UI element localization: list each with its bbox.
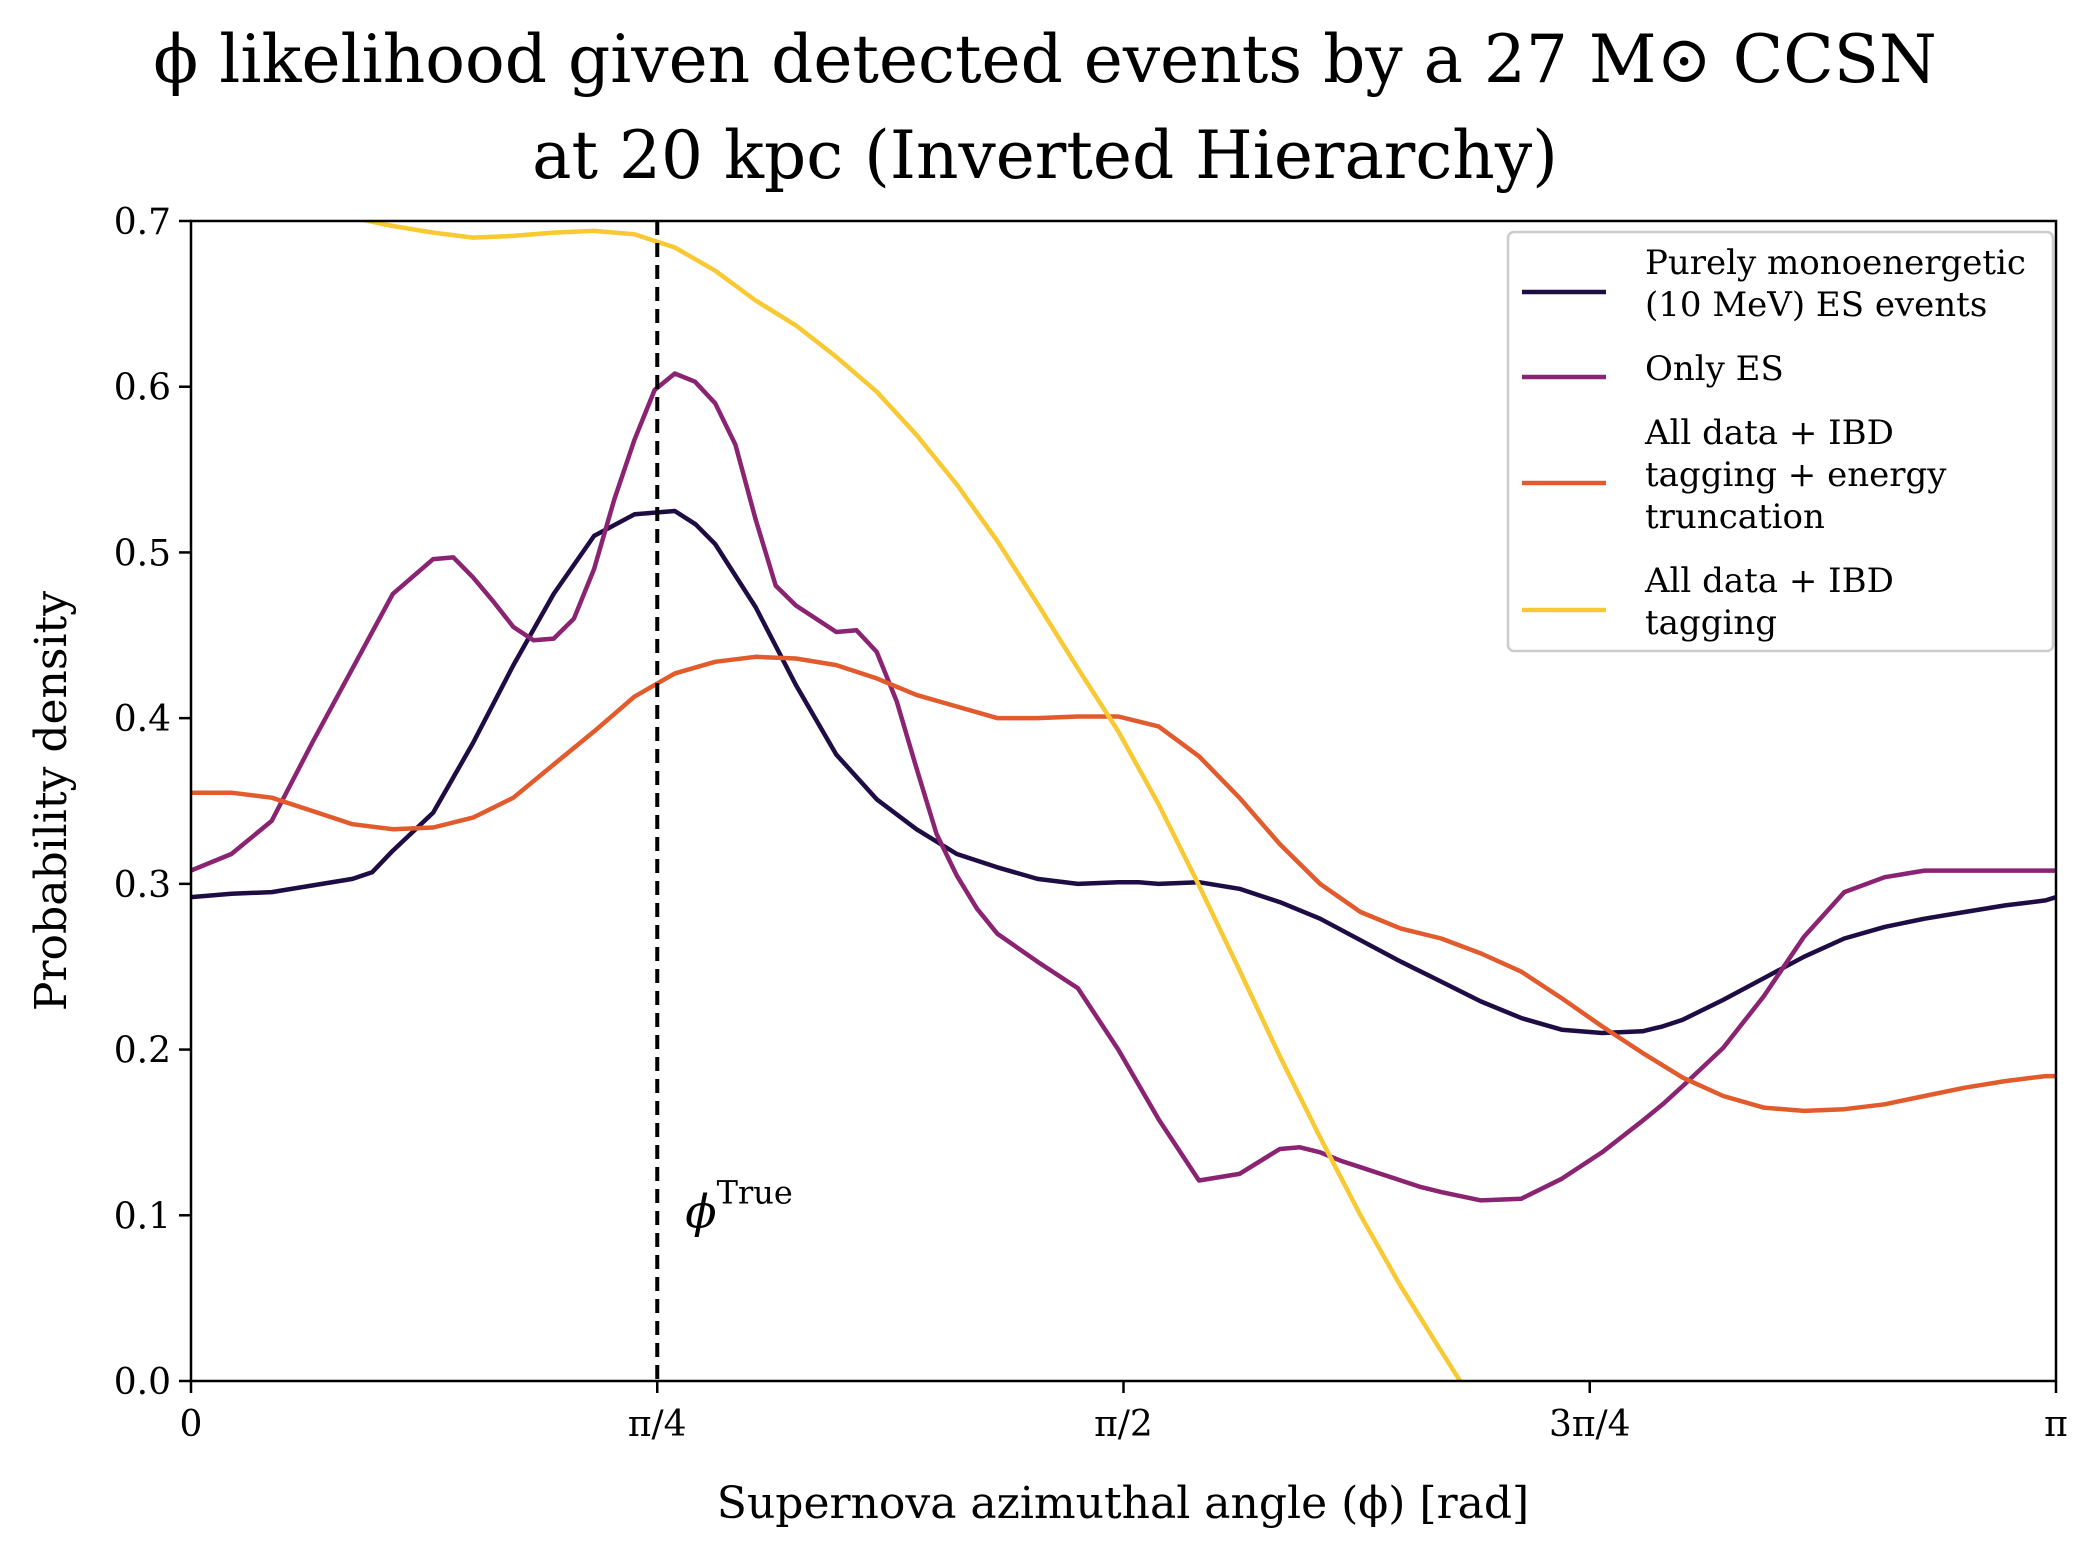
y-axis-label: Probability density	[26, 591, 77, 1011]
y-tick-label-4: 0.4	[114, 699, 171, 740]
legend-label-2-0: All data + IBD	[1644, 413, 1894, 453]
y-tick-label-5: 0.5	[114, 533, 171, 574]
y-tick-label-6: 0.6	[114, 368, 171, 409]
legend-label-3-0: All data + IBD	[1644, 561, 1894, 601]
annotation-symbol: ϕ	[685, 1184, 716, 1238]
y-tick-label-3: 0.3	[114, 865, 171, 906]
x-axis: 0 π/4 π/2 3π/4 π	[180, 1381, 2068, 1445]
y-tick-label-0: 0.0	[114, 1362, 171, 1403]
y-tick-label-1: 0.1	[114, 1196, 171, 1237]
chart-title-line-2: at 20 kpc (Inverted Hierarchy)	[532, 117, 1558, 194]
y-tick-label-2: 0.2	[114, 1031, 171, 1072]
series-line-1	[191, 371, 2056, 1203]
series-line-2	[191, 654, 2056, 1114]
true-phi-annotation: ϕTrue	[685, 1173, 793, 1238]
y-axis: 0.0 0.1 0.2 0.3 0.4 0.5 0.6 0.7	[114, 202, 191, 1403]
x-tick-label-4: π	[2044, 1404, 2068, 1445]
x-tick-label-2: π/2	[1094, 1404, 1153, 1445]
legend-label-3-1: tagging	[1645, 603, 1777, 643]
annotation-superscript: True	[717, 1173, 793, 1211]
legend-label-1-0: Only ES	[1645, 349, 1784, 389]
legend-label-2-1: tagging + energy	[1645, 455, 1947, 495]
y-tick-label-7: 0.7	[114, 202, 171, 243]
series-line-0	[191, 508, 2056, 1036]
legend-box	[1506, 230, 2055, 653]
legend: Purely monoenergetic(10 MeV) ES events On…	[1506, 230, 2055, 653]
legend-label-0-0: Purely monoenergetic	[1645, 243, 2026, 283]
series-layer	[191, 221, 2056, 1381]
legend-label-0-1: (10 MeV) ES events	[1645, 285, 1987, 325]
x-tick-label-3: 3π/4	[1549, 1404, 1631, 1445]
x-tick-label-1: π/4	[628, 1404, 687, 1445]
x-axis-label: Supernova azimuthal angle (ϕ) [rad]	[717, 1478, 1529, 1529]
series-line-3	[357, 221, 1463, 1381]
chart-title-line-1: ϕ likelihood given detected events by a …	[153, 21, 1936, 98]
legend-label-2-2: truncation	[1645, 497, 1825, 537]
x-tick-label-0: 0	[180, 1404, 203, 1445]
